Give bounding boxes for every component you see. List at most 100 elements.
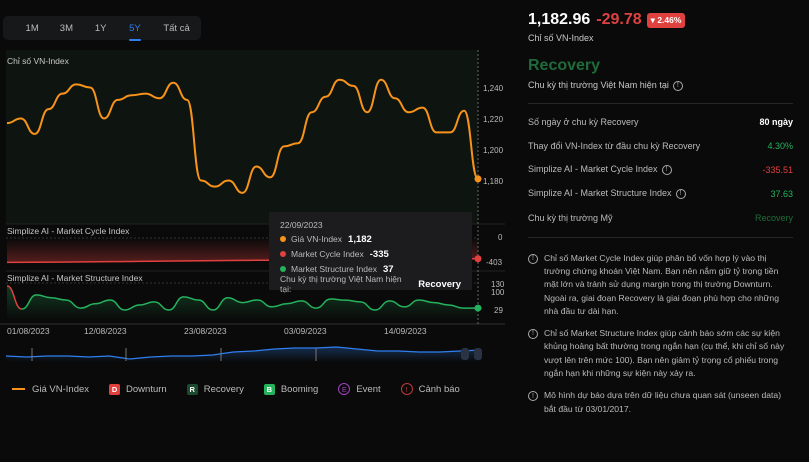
navigator-handle [474, 348, 482, 360]
tooltip-value: 37 [382, 263, 394, 275]
x-tick: 03/09/2023 [284, 326, 327, 336]
navigator-area [6, 347, 481, 362]
tab-5y[interactable]: 5Y [118, 23, 152, 41]
market-phase: Recovery [528, 57, 601, 74]
price-tick: 1,240 [483, 84, 504, 93]
price-dot-icon [280, 236, 286, 242]
chart-svg[interactable] [0, 0, 510, 375]
note: ! Mô hình dự báo dựa trên dữ liệu chưa qu… [528, 389, 793, 416]
legend-label: Recovery [203, 383, 244, 395]
info-icon[interactable]: ! [661, 164, 672, 175]
x-tick: 12/08/2023 [84, 326, 127, 336]
cycle-tick: 0 [498, 233, 503, 242]
range-tabs: 1M 3M 1Y 5Y Tất cả [3, 16, 201, 41]
tooltip-label: Market Cycle Index [291, 249, 364, 259]
legend: Giá VN-Index D Downturn R Recovery B Boomin… [12, 383, 480, 395]
main-pane-title: Chỉ số VN-Index [7, 56, 69, 66]
booming-badge-icon: B [263, 383, 275, 395]
tooltip-label: Market Structure Index [291, 264, 377, 274]
structure-warning-segment [6, 285, 22, 310]
index-name: Chỉ số VN-Index [528, 33, 594, 43]
legend-label: Downturn [126, 383, 167, 395]
caret-down-icon: ▾ [650, 14, 655, 25]
stat-label: Số ngày ở chu kỳ Recovery [528, 116, 639, 127]
structure-pane-title: Simplize AI - Market Structure Index [7, 273, 143, 283]
tooltip-value: -335 [369, 248, 389, 260]
cycle-dot-icon [280, 251, 286, 257]
price-tick: 1,220 [483, 115, 504, 124]
stat-value: -335.51 [762, 164, 793, 175]
stat-label: Simplize AI - Market Structure Index [528, 188, 672, 199]
price-tick: 1,180 [483, 177, 504, 186]
x-tick: 14/09/2023 [384, 326, 427, 336]
stat-row: Thay đổi VN-Index từ đầu chu kỳ Recovery… [528, 134, 793, 158]
legend-label: Cảnh báo [418, 383, 460, 395]
price-line [6, 78, 479, 194]
notes-list: ! Chỉ số Market Cycle Index giúp phân bổ … [528, 236, 793, 416]
recovery-badge-icon: R [186, 383, 198, 395]
stat-value: 37.63 [770, 188, 793, 199]
tooltip-label: Giá VN-Index [291, 234, 343, 244]
chart-tooltip: 22/09/2023 Giá VN-Index 1,182 Market Cycl… [269, 212, 472, 294]
tab-3m[interactable]: 3M [59, 22, 73, 34]
cycle-tick: -403 [486, 258, 503, 267]
price-tick: 1,200 [483, 146, 504, 155]
info-icon[interactable]: ! [672, 80, 683, 91]
note-text: Chỉ số Market Structure Index giúp cảnh … [544, 328, 785, 378]
tooltip-value: 1,182 [348, 233, 372, 245]
navigator-line [5, 346, 482, 360]
change-pct-badge: ▾ 2.46% [646, 12, 686, 28]
stat-row: Simplize AI - Market Structure Index! 37.… [528, 182, 793, 206]
stat-label: Chu kỳ thị trường Mỹ [528, 212, 613, 223]
legend-price[interactable]: Giá VN-Index [12, 384, 89, 395]
line-icon [12, 388, 25, 390]
structure-last-point [474, 304, 482, 312]
stat-label: Thay đổi VN-Index từ đầu chu kỳ Recovery [528, 140, 701, 151]
legend-warning[interactable]: ! Cảnh báo [400, 383, 460, 395]
downturn-badge-icon: D [109, 383, 121, 395]
stat-value: 4.30% [767, 140, 793, 151]
stats-list: Số ngày ở chu kỳ Recovery 80 ngày Thay đổi… [528, 102, 793, 230]
tab-1m[interactable]: 1M [25, 22, 39, 34]
legend-label: Booming [280, 383, 319, 395]
note: ! Chỉ số Market Structure Index giúp cảnh… [528, 327, 793, 380]
cycle-last-point [474, 255, 482, 263]
summary-panel: 1,182.96 -29.78 ▾ 2.46% Chỉ số VN-Index … [528, 0, 793, 425]
legend-label: Giá VN-Index [32, 383, 90, 395]
legend-downturn[interactable]: D Downturn [109, 383, 167, 395]
legend-recovery[interactable]: R Recovery [186, 383, 244, 395]
structure-tick: 100 [491, 288, 505, 297]
tab-all[interactable]: Tất cả [163, 22, 190, 34]
stat-row: Số ngày ở chu kỳ Recovery 80 ngày [528, 110, 793, 134]
stat-label: Simplize AI - Market Cycle Index [528, 164, 658, 175]
legend-booming[interactable]: B Booming [263, 383, 319, 395]
tooltip-date: 22/09/2023 [280, 220, 323, 230]
info-icon: ! [528, 329, 538, 340]
price-change: -29.78 [596, 11, 642, 28]
legend-label: Event [356, 383, 381, 395]
x-tick: 23/08/2023 [184, 326, 227, 336]
info-icon[interactable]: ! [675, 188, 686, 199]
note-text: Chỉ số Market Cycle Index giúp phân bổ v… [544, 252, 779, 316]
change-pct: 2.46% [657, 14, 682, 25]
warning-icon: ! [400, 383, 413, 395]
info-icon: ! [528, 253, 538, 264]
structure-line [21, 294, 478, 311]
structure-tick: 29 [494, 306, 503, 315]
current-price: 1,182.96 [528, 11, 591, 28]
legend-event[interactable]: E Event [338, 383, 381, 395]
tooltip-label: Chu kỳ thị trường Việt Nam hiện tại: [280, 274, 402, 294]
phase-caption: Chu kỳ thị trường Việt Nam hiện tại [528, 80, 669, 90]
info-icon: ! [528, 391, 538, 402]
price-last-point [474, 175, 482, 183]
stat-value: Recovery [754, 212, 793, 223]
x-tick: 01/08/2023 [7, 326, 50, 336]
cycle-pane-title: Simplize AI - Market Cycle Index [7, 226, 130, 236]
stat-value: 80 ngày [759, 116, 793, 127]
tooltip-value: Recovery [418, 278, 461, 290]
main-pane-bg [6, 50, 478, 224]
tab-1y[interactable]: 1Y [94, 22, 107, 34]
event-icon: E [338, 383, 351, 395]
stat-row: Chu kỳ thị trường Mỹ Recovery [528, 206, 793, 230]
stat-row: Simplize AI - Market Cycle Index! -335.51 [528, 158, 793, 182]
